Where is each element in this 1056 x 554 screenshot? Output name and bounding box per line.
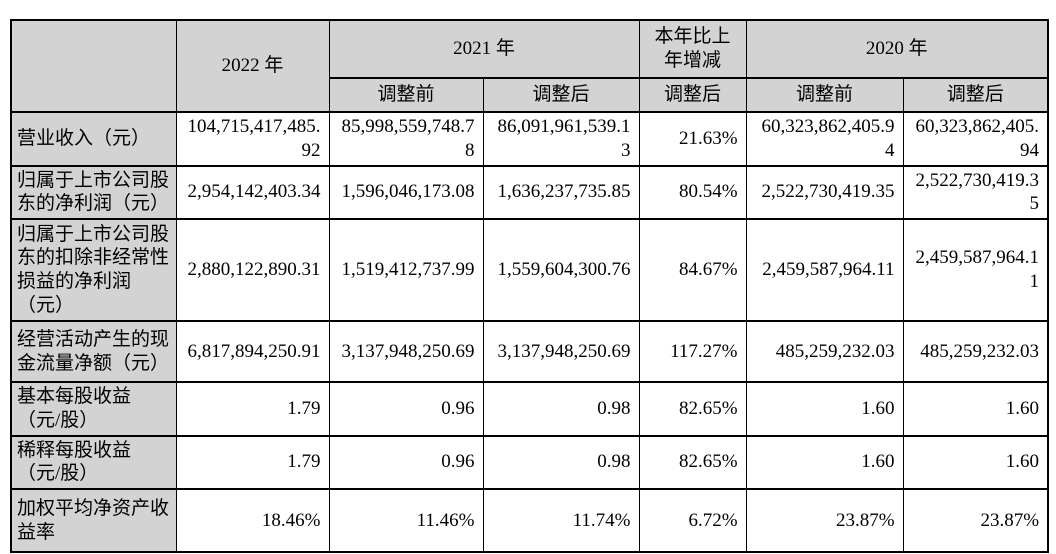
table-row-net-profit: 归属于上市公司股东的净利润（元） 2,954,142,403.34 1,596,… xyxy=(10,164,1049,220)
value-cell-2021-after: 86,091,961,539.13 xyxy=(482,111,640,167)
value-cell-2021-after: 1,559,604,300.76 xyxy=(482,218,640,322)
value-cell-yoy-change: 82.65% xyxy=(638,381,747,437)
value-cell-2020-after: 2,459,587,964.11 xyxy=(902,218,1049,322)
value-cell-2022: 2,954,142,403.34 xyxy=(175,164,330,220)
col-header-2020: 2020 年 xyxy=(745,19,1049,79)
value-cell-2021-before: 1,596,046,173.08 xyxy=(328,164,484,220)
value-cell-2021-after: 0.98 xyxy=(482,381,640,437)
col-header-2022: 2022 年 xyxy=(175,19,330,113)
row-label: 归属于上市公司股东的扣除非经常性损益的净利润（元） xyxy=(10,218,177,322)
table-row-basic-eps: 基本每股收益（元/股） 1.79 0.96 0.98 82.65% 1.60 1… xyxy=(10,381,1049,437)
value-cell-2022: 1.79 xyxy=(175,434,330,490)
value-cell-2020-after: 23.87% xyxy=(902,488,1049,553)
value-cell-2022: 104,715,417,485.92 xyxy=(175,111,330,167)
value-cell-2020-before: 2,522,730,419.35 xyxy=(745,164,904,220)
value-cell-2022: 18.46% xyxy=(175,488,330,553)
value-cell-2021-after: 1,636,237,735.85 xyxy=(482,164,640,220)
value-cell-2020-before: 2,459,587,964.11 xyxy=(745,218,904,322)
value-cell-2020-after: 485,259,232.03 xyxy=(902,320,1049,383)
value-cell-2021-before: 0.96 xyxy=(328,434,484,490)
value-cell-2021-after: 0.98 xyxy=(482,434,640,490)
row-label: 经营活动产生的现金流量净额（元） xyxy=(10,320,177,383)
value-cell-2020-before: 485,259,232.03 xyxy=(745,320,904,383)
table-row-operating-revenue: 营业收入（元） 104,715,417,485.92 85,998,559,74… xyxy=(10,111,1049,167)
value-cell-2021-before: 85,998,559,748.78 xyxy=(328,111,484,167)
table-row-weighted-avg-roe: 加权平均净资产收益率 18.46% 11.46% 11.74% 6.72% 23… xyxy=(10,488,1049,553)
value-cell-2020-after: 60,323,862,405.94 xyxy=(902,111,1049,167)
value-cell-yoy-change: 21.63% xyxy=(638,111,747,167)
value-cell-2020-before: 60,323,862,405.94 xyxy=(745,111,904,167)
value-cell-yoy-change: 82.65% xyxy=(638,434,747,490)
value-cell-2021-after: 3,137,948,250.69 xyxy=(482,320,640,383)
table-row-operating-cash-flow: 经营活动产生的现金流量净额（元） 6,817,894,250.91 3,137,… xyxy=(10,320,1049,383)
corner-cell xyxy=(10,19,177,113)
header-row-adjustment: 调整前 调整后 调整后 调整前 调整后 xyxy=(11,77,1049,113)
row-label: 加权平均净资产收益率 xyxy=(10,488,177,553)
value-cell-2022: 6,817,894,250.91 xyxy=(175,320,330,383)
value-cell-yoy-change: 80.54% xyxy=(638,164,747,220)
subheader-2021-before: 调整前 xyxy=(328,77,484,113)
col-header-yoy-change: 本年比上年增减 xyxy=(638,19,747,79)
table-row-diluted-eps: 稀释每股收益（元/股） 1.79 0.96 0.98 82.65% 1.60 1… xyxy=(10,434,1049,490)
value-cell-2021-before: 11.46% xyxy=(328,488,484,553)
financial-summary-table: 2022 年 2021 年 本年比上年增减 2020 年 调整前 调整后 调整后… xyxy=(10,19,1050,553)
subheader-change-after: 调整后 xyxy=(638,77,747,113)
value-cell-2020-after: 2,522,730,419.35 xyxy=(902,164,1049,220)
row-label: 归属于上市公司股东的净利润（元） xyxy=(10,164,177,220)
value-cell-2020-after: 1.60 xyxy=(902,434,1049,490)
value-cell-2020-before: 1.60 xyxy=(745,434,904,490)
value-cell-2022: 2,880,122,890.31 xyxy=(175,218,330,322)
subheader-2021-after: 调整后 xyxy=(482,77,640,113)
value-cell-2021-before: 1,519,412,737.99 xyxy=(328,218,484,322)
row-label: 营业收入（元） xyxy=(10,111,177,167)
table-row-net-profit-excl-nonrecurring: 归属于上市公司股东的扣除非经常性损益的净利润（元） 2,880,122,890.… xyxy=(10,218,1049,322)
row-label: 稀释每股收益（元/股） xyxy=(10,434,177,490)
value-cell-2020-before: 1.60 xyxy=(745,381,904,437)
value-cell-yoy-change: 84.67% xyxy=(638,218,747,322)
value-cell-2020-after: 1.60 xyxy=(902,381,1049,437)
value-cell-2020-before: 23.87% xyxy=(745,488,904,553)
value-cell-2022: 1.79 xyxy=(175,381,330,437)
subheader-2020-after: 调整后 xyxy=(902,77,1049,113)
value-cell-yoy-change: 117.27% xyxy=(638,320,747,383)
col-header-2021: 2021 年 xyxy=(328,19,640,79)
subheader-2020-before: 调整前 xyxy=(745,77,904,113)
value-cell-2021-before: 3,137,948,250.69 xyxy=(328,320,484,383)
header-row-years: 2022 年 2021 年 本年比上年增减 2020 年 xyxy=(10,19,1049,113)
value-cell-2021-after: 11.74% xyxy=(482,488,640,553)
row-label: 基本每股收益（元/股） xyxy=(10,381,177,437)
value-cell-2021-before: 0.96 xyxy=(328,381,484,437)
value-cell-yoy-change: 6.72% xyxy=(638,488,747,553)
